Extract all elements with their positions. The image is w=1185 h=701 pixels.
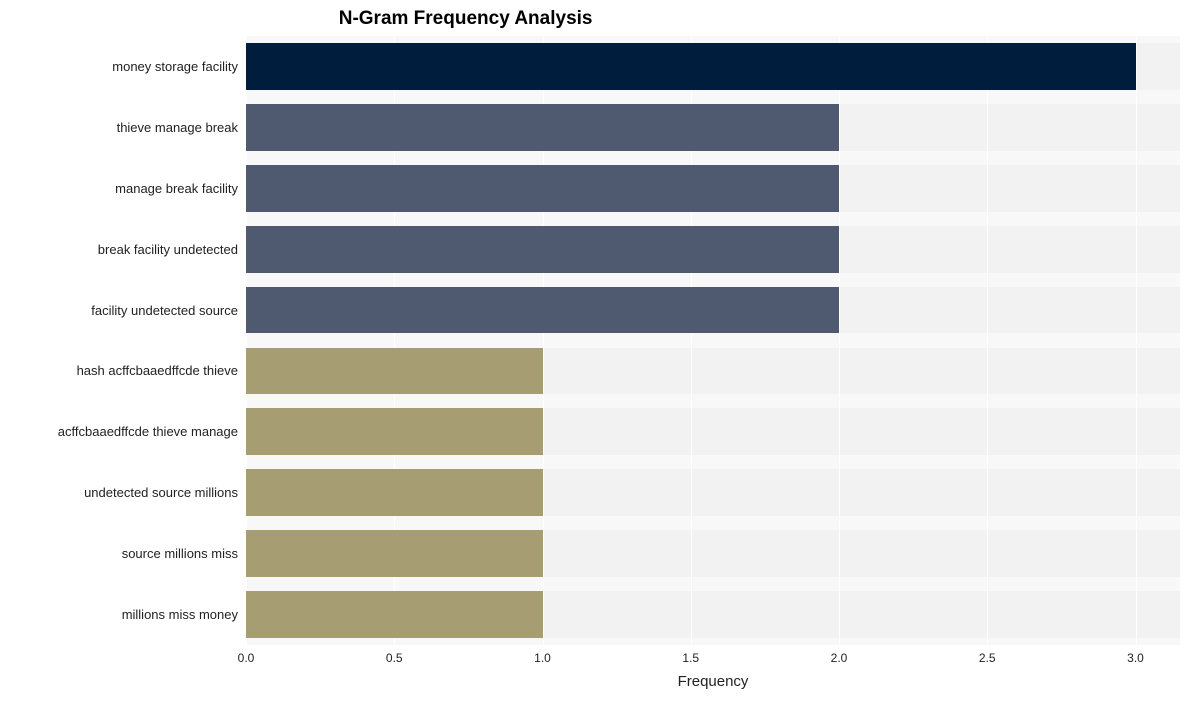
bar: [246, 591, 543, 638]
bar: [246, 226, 839, 273]
bar: [246, 469, 543, 516]
x-tick-label: 1.0: [534, 651, 551, 665]
bar: [246, 530, 543, 577]
bar: [246, 43, 1136, 90]
y-tick-label: acffcbaaedffcde thieve manage: [0, 424, 238, 439]
x-tick-label: 0.0: [238, 651, 255, 665]
x-tick-label: 2.5: [979, 651, 996, 665]
grid-line: [1136, 36, 1137, 645]
y-tick-label: thieve manage break: [0, 120, 238, 135]
bar: [246, 408, 543, 455]
y-tick-label: facility undetected source: [0, 303, 238, 318]
y-tick-label: undetected source millions: [0, 485, 238, 500]
grid-line: [839, 36, 840, 645]
bar: [246, 104, 839, 151]
y-tick-label: manage break facility: [0, 181, 238, 196]
x-tick-label: 1.5: [682, 651, 699, 665]
chart-title: N-Gram Frequency Analysis: [0, 8, 593, 30]
y-tick-label: break facility undetected: [0, 242, 238, 257]
plot-area: [246, 36, 1180, 645]
bar: [246, 165, 839, 212]
x-tick-label: 0.5: [386, 651, 403, 665]
x-tick-label: 3.0: [1127, 651, 1144, 665]
x-axis-label: Frequency: [246, 673, 1180, 690]
bar: [246, 287, 839, 334]
y-tick-label: hash acffcbaaedffcde thieve: [0, 363, 238, 378]
y-tick-label: source millions miss: [0, 546, 238, 561]
grid-line: [987, 36, 988, 645]
bar: [246, 348, 543, 395]
ngram-frequency-chart: N-Gram Frequency Analysis Frequency mone…: [0, 0, 1185, 701]
y-tick-label: millions miss money: [0, 607, 238, 622]
y-tick-label: money storage facility: [0, 59, 238, 74]
x-tick-label: 2.0: [831, 651, 848, 665]
